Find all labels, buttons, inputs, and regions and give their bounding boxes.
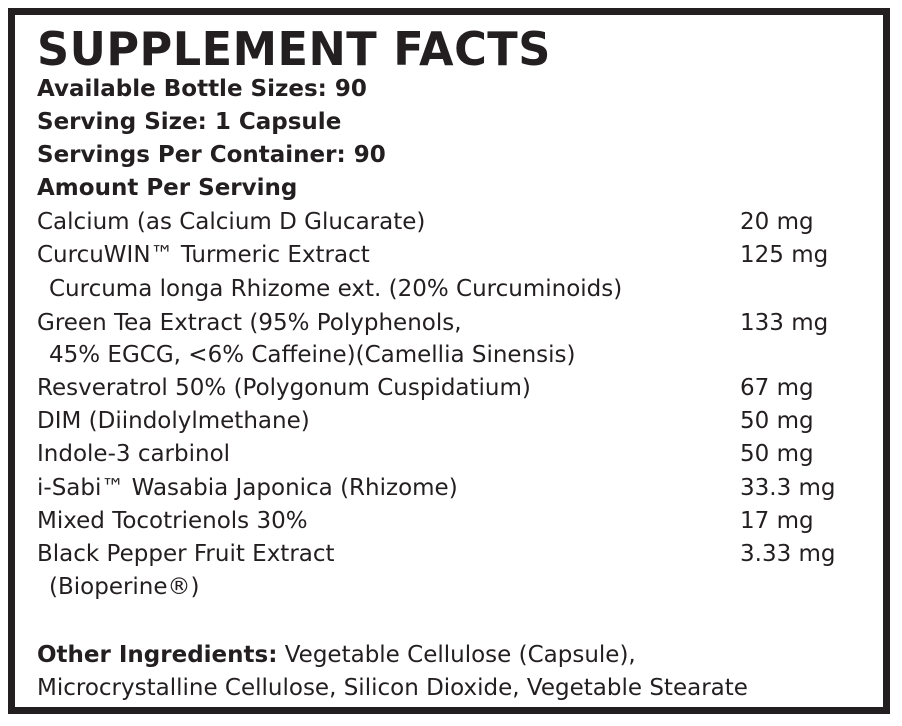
ingredient-amount: 125 mg — [740, 242, 829, 268]
serving-size: Serving Size: 1 Capsule — [37, 109, 342, 135]
ingredient-name: Green Tea Extract (95% Polyphenols, — [37, 310, 462, 336]
panel-title: SUPPLEMENT FACTS — [37, 22, 551, 76]
ingredient-amount: 67 mg — [740, 375, 814, 401]
ingredient-name: Indole-3 carbinol — [37, 441, 231, 467]
ingredient-amount: 50 mg — [740, 441, 814, 467]
bottle-sizes: Available Bottle Sizes: 90 — [37, 76, 367, 102]
ingredient-name: Calcium (as Calcium D Glucarate) — [37, 209, 426, 235]
other-ingredients-text: Vegetable Cellulose (Capsule), — [277, 642, 636, 668]
ingredient-subline: 45% EGCG, <6% Caffeine)(Camellia Sinensi… — [49, 342, 576, 368]
ingredient-amount: 50 mg — [740, 408, 814, 434]
ingredient-name: Black Pepper Fruit Extract — [37, 541, 335, 567]
ingredient-name: CurcuWIN™ Turmeric Extract — [37, 242, 370, 268]
ingredient-amount: 20 mg — [740, 209, 814, 235]
other-ingredients-line1: Other Ingredients: Vegetable Cellulose (… — [37, 644, 636, 667]
ingredient-name: Mixed Tocotrienols 30% — [37, 508, 308, 534]
ingredient-amount: 33.3 mg — [740, 475, 836, 501]
amount-per-serving-heading: Amount Per Serving — [37, 175, 298, 201]
ingredient-name: Resveratrol 50% (Polygonum Cuspidatium) — [37, 375, 531, 401]
ingredient-subline: Curcuma longa Rhizome ext. (20% Curcumin… — [49, 276, 623, 302]
other-ingredients-label: Other Ingredients: — [37, 642, 278, 668]
ingredient-subline: (Bioperine®) — [49, 574, 200, 600]
ingredient-amount: 133 mg — [740, 310, 829, 336]
ingredient-amount: 17 mg — [740, 508, 814, 534]
ingredient-amount: 3.33 mg — [740, 541, 836, 567]
ingredient-name: DIM (Diindolylmethane) — [37, 408, 310, 434]
servings-per-container: Servings Per Container: 90 — [37, 142, 386, 168]
supplement-facts-panel: SUPPLEMENT FACTS Available Bottle Sizes:… — [8, 8, 890, 714]
ingredient-name: i-Sabi™ Wasabia Japonica (Rhizome) — [37, 475, 458, 501]
other-ingredients-line2: Microcrystalline Cellulose, Silicon Diox… — [37, 675, 748, 701]
